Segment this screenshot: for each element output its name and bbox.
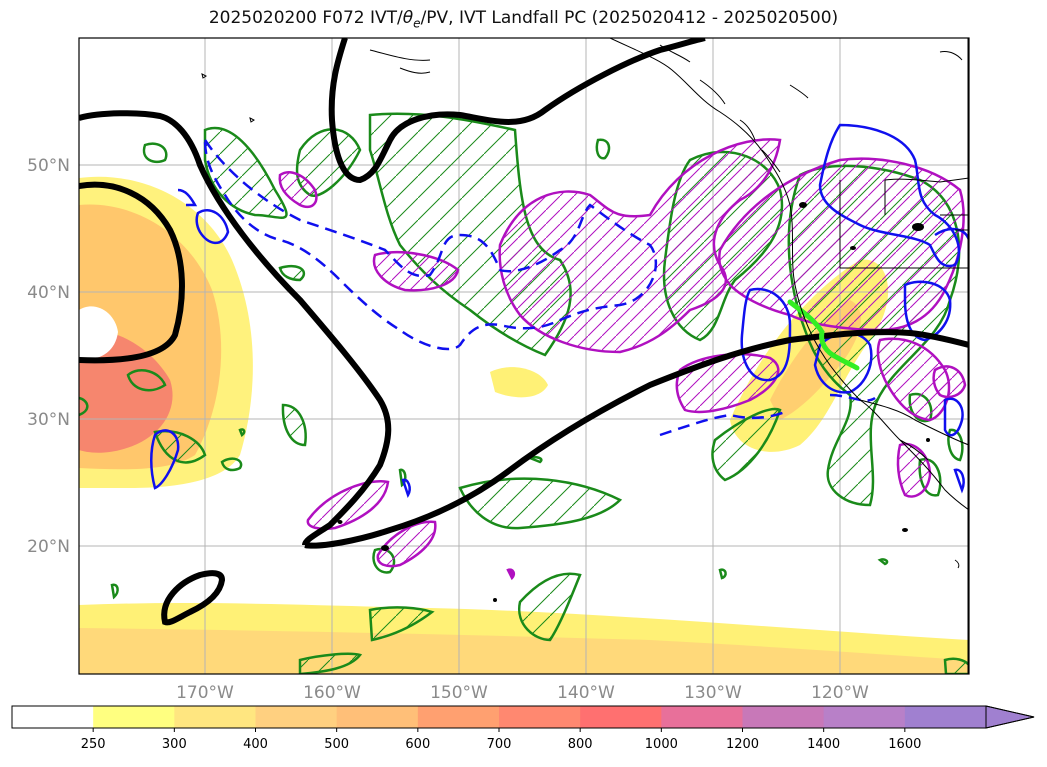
lon-label-160w: 160°W bbox=[303, 683, 361, 703]
colorbar-swatch bbox=[12, 706, 94, 728]
colorbar-swatches bbox=[12, 706, 986, 728]
magenta-small-blob bbox=[506, 568, 516, 581]
lon-label-150w: 150°W bbox=[430, 683, 488, 703]
colorbar-tick-label: 250 bbox=[81, 737, 106, 752]
colorbar-swatch bbox=[499, 706, 581, 728]
lon-label-130w: 130°W bbox=[684, 683, 742, 703]
ivt-small-patch bbox=[490, 367, 548, 398]
colorbar-tick-label: 1200 bbox=[726, 737, 759, 752]
colorbar-extend-arrow bbox=[985, 705, 1035, 729]
colorbar-swatch bbox=[580, 706, 662, 728]
map-layers bbox=[79, 38, 969, 674]
coastlines bbox=[201, 38, 969, 674]
colorbar: 250 300 400 500 600 700 800 1000 1200 1400 1600 bbox=[11, 705, 1035, 752]
map-frame bbox=[78, 37, 970, 675]
colorbar-swatch bbox=[904, 706, 986, 728]
colorbar-ticks: 250 300 400 500 600 700 800 1000 1200 1400 1600 bbox=[81, 728, 921, 752]
lat-label-50n: 50°N bbox=[27, 156, 70, 176]
colorbar-swatch bbox=[255, 706, 338, 728]
thick-black-contours bbox=[79, 38, 969, 626]
lat-label-30n: 30°N bbox=[27, 410, 70, 430]
colorbar-tick-label: 800 bbox=[568, 737, 593, 752]
colorbar-swatch bbox=[93, 706, 175, 728]
colorbar-swatch bbox=[174, 706, 256, 728]
blue-dashed-contours bbox=[203, 135, 876, 437]
ivt-landfall-line bbox=[787, 299, 860, 371]
lon-label-170w: 170°W bbox=[176, 683, 234, 703]
lon-label-140w: 140°W bbox=[557, 683, 615, 703]
colorbar-tick-label: 700 bbox=[487, 737, 512, 752]
colorbar-tick-label: 1400 bbox=[807, 737, 840, 752]
ivt-hole bbox=[79, 306, 118, 360]
colorbar-tick-label: 1000 bbox=[645, 737, 678, 752]
colorbar-swatch bbox=[661, 706, 743, 728]
lat-label-40n: 40°N bbox=[27, 283, 70, 303]
lat-label-20n: 20°N bbox=[27, 537, 70, 557]
colorbar-swatch bbox=[742, 706, 825, 728]
colorbar-tick-label: 400 bbox=[243, 737, 268, 752]
colorbar-outline bbox=[11, 705, 1035, 729]
colorbar-swatch bbox=[823, 706, 906, 728]
islands bbox=[337, 202, 930, 602]
colorbar-swatch bbox=[417, 706, 500, 728]
colorbar-tick-label: 500 bbox=[324, 737, 349, 752]
map-title: 2025020200 F072 IVT/θe/PV, IVT Landfall … bbox=[208, 8, 839, 31]
lon-label-120w: 120°W bbox=[811, 683, 869, 703]
magenta-hatched-regions bbox=[278, 138, 967, 568]
colorbar-tick-label: 1600 bbox=[888, 737, 921, 752]
colorbar-tick-label: 300 bbox=[162, 737, 187, 752]
colorbar-tick-label: 600 bbox=[405, 737, 430, 752]
colorbar-swatch bbox=[336, 706, 419, 728]
blue-solid-contours bbox=[150, 123, 969, 499]
